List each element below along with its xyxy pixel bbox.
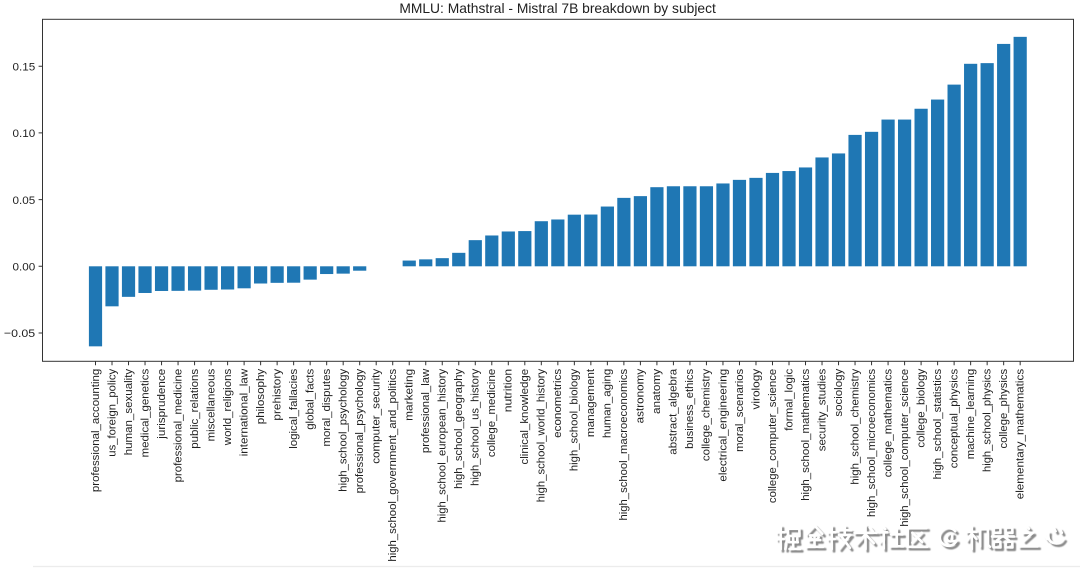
svg-text:human_sexuality: human_sexuality: [123, 368, 135, 455]
svg-text:security_studies: security_studies: [816, 368, 828, 451]
svg-text:nutrition: nutrition: [503, 369, 515, 413]
svg-text:global_facts: global_facts: [304, 368, 316, 429]
svg-text:virology: virology: [750, 368, 762, 409]
svg-text:high_school_psychology: high_school_psychology: [337, 368, 349, 491]
svg-text:high_school_statistics: high_school_statistics: [932, 368, 944, 479]
svg-text:clinical_knowledge: clinical_knowledge: [519, 369, 531, 465]
svg-text:professional_psychology: professional_psychology: [354, 368, 366, 493]
svg-text:high_school_biology: high_school_biology: [569, 368, 581, 471]
svg-text:professional_accounting: professional_accounting: [90, 369, 102, 492]
svg-text:moral_disputes: moral_disputes: [321, 368, 333, 446]
svg-text:0.05: 0.05: [13, 195, 36, 207]
svg-text:management: management: [585, 368, 597, 437]
svg-text:human_aging: human_aging: [602, 369, 614, 438]
svg-text:electrical_engineering: electrical_engineering: [717, 369, 729, 482]
svg-text:high_school_mathematics: high_school_mathematics: [800, 368, 812, 500]
svg-text:high_school_geography: high_school_geography: [453, 368, 465, 488]
svg-text:computer_security: computer_security: [371, 368, 383, 463]
svg-text:college_medicine: college_medicine: [486, 369, 498, 457]
svg-text:machine_learning: machine_learning: [965, 369, 977, 460]
svg-text:MMLU: Mathstral - Mistral 7B b: MMLU: Mathstral - Mistral 7B breakdown b…: [399, 0, 716, 16]
svg-text:−0.05: −0.05: [4, 328, 35, 340]
svg-text:professional_law: professional_law: [420, 368, 432, 453]
svg-text:elementary_mathematics: elementary_mathematics: [1014, 368, 1026, 499]
svg-text:world_religions: world_religions: [222, 368, 234, 446]
svg-text:0.15: 0.15: [13, 61, 36, 73]
svg-text:high_school_us_history: high_school_us_history: [470, 368, 482, 485]
svg-text:high_school_physics: high_school_physics: [981, 368, 993, 472]
svg-text:philosophy: philosophy: [255, 368, 267, 424]
svg-text:medical_genetics: medical_genetics: [139, 368, 151, 457]
svg-text:college_physics: college_physics: [998, 368, 1010, 448]
svg-text:logical_fallacies: logical_fallacies: [288, 368, 300, 448]
svg-text:professional_medicine: professional_medicine: [172, 369, 184, 483]
svg-text:us_foreign_policy: us_foreign_policy: [106, 368, 118, 456]
svg-text:high_school_chemistry: high_school_chemistry: [849, 368, 861, 484]
svg-text:high_school_macroeconomics: high_school_macroeconomics: [618, 368, 630, 520]
svg-text:prehistory: prehistory: [271, 368, 283, 420]
svg-text:high_school_microeconomics: high_school_microeconomics: [866, 368, 878, 517]
svg-text:miscellaneous: miscellaneous: [205, 368, 217, 441]
svg-text:high_school_european_history: high_school_european_history: [437, 368, 449, 522]
svg-text:college_computer_science: college_computer_science: [767, 369, 779, 503]
svg-text:conceptual_physics: conceptual_physics: [948, 368, 960, 468]
svg-text:college_mathematics: college_mathematics: [882, 368, 894, 477]
svg-text:0.10: 0.10: [13, 128, 36, 140]
svg-text:sociology: sociology: [833, 368, 845, 416]
svg-text:international_law: international_law: [238, 368, 250, 456]
svg-text:econometrics: econometrics: [552, 368, 564, 437]
svg-text:anatomy: anatomy: [651, 368, 663, 414]
svg-text:high_school_computer_science: high_school_computer_science: [899, 369, 911, 527]
svg-text:college_chemistry: college_chemistry: [701, 368, 713, 461]
svg-text:college_biology: college_biology: [915, 368, 927, 447]
svg-text:high_school_government_and_pol: high_school_government_and_politics: [387, 368, 399, 561]
svg-text:formal_logic: formal_logic: [783, 368, 795, 430]
svg-text:0.00: 0.00: [13, 262, 36, 274]
svg-text:marketing: marketing: [404, 369, 416, 421]
svg-text:jurisprudence: jurisprudence: [156, 369, 168, 440]
svg-text:astronomy: astronomy: [635, 368, 647, 423]
svg-text:abstract_algebra: abstract_algebra: [668, 368, 680, 455]
svg-text:public_relations: public_relations: [189, 368, 201, 448]
svg-text:business_ethics: business_ethics: [684, 368, 696, 448]
svg-text:high_school_world_history: high_school_world_history: [536, 368, 548, 502]
svg-text:moral_scenarios: moral_scenarios: [734, 368, 746, 451]
